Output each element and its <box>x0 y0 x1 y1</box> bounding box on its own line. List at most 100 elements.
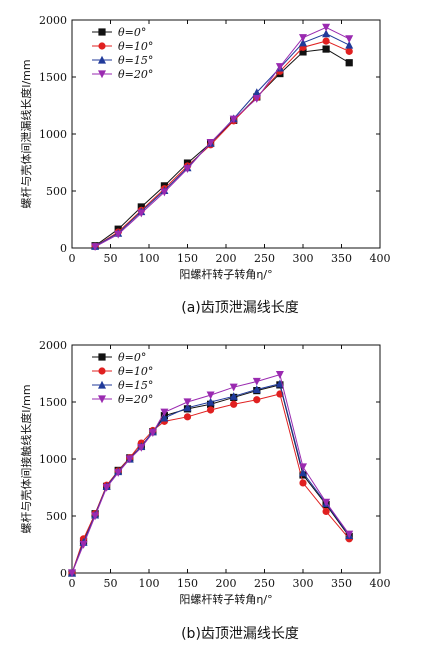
chart-b-caption: (b)齿顶泄漏线长度 <box>181 626 299 642</box>
chart-a-series-line-3 <box>94 26 350 248</box>
chart-a-series-3-point <box>322 23 331 32</box>
chart-b-legend-label-1: θ=10° <box>118 365 153 378</box>
chart-b-series-3-point <box>79 540 88 549</box>
chart-b-x-tick-label: 50 <box>104 577 118 590</box>
chart-b-series-1-point <box>183 413 192 421</box>
chart-b-legend-marker-3 <box>98 395 106 404</box>
chart-a-series-2-point <box>322 29 331 38</box>
chart-a-series-0-point <box>345 59 353 67</box>
chart-b-series-3-point <box>183 398 192 407</box>
chart-b-legend-marker-0 <box>98 353 106 361</box>
chart-a-legend-label-1: θ=10° <box>118 40 153 53</box>
chart-a-series-3-point <box>345 35 354 44</box>
chart-b-series-1-point <box>207 406 215 414</box>
chart-a-y-tick-label: 0 <box>60 242 67 255</box>
chart-b-series-3-point <box>137 444 146 452</box>
chart-a-series-2-point <box>252 88 261 96</box>
chart-b-x-axis-label: 阳螺杆转子转角η/° <box>179 592 272 606</box>
chart-b-y-tick-label: 500 <box>46 510 67 523</box>
chart-a-series-3-point <box>229 115 238 124</box>
chart-a-x-axis-label: 阳螺杆转子转角η/° <box>179 267 272 281</box>
chart-a-series-3-point <box>299 34 307 42</box>
chart-a-legend-marker-1 <box>98 42 106 50</box>
chart-b-legend-marker-2 <box>98 380 106 389</box>
chart-a-series-3-point <box>137 209 146 218</box>
chart-b-series-3-point <box>91 512 100 521</box>
chart-a: (a)齿顶泄漏线长度 0 50 100 150 200 250 300 350 400 0 500 1… <box>19 14 391 316</box>
chart-a-x-tick-label: 400 <box>370 252 391 265</box>
chart-a-legend-marker-0 <box>98 28 106 36</box>
chart-a-legend-label-0: θ=0° <box>118 26 146 39</box>
chart-a-series-0-point <box>322 45 330 53</box>
chart-a-series-2-point <box>299 38 307 47</box>
chart-b-series-2-point <box>160 413 169 422</box>
chart-a-legend-label-2: θ=15° <box>118 54 153 67</box>
chart-a-x-tick-label: 200 <box>216 252 237 265</box>
chart-a-series-0-point <box>299 48 307 56</box>
chart-b-series-2-point <box>206 397 215 406</box>
chart-b: (b)齿顶泄漏线长度 0 50 100 150 200 250 300 350 400 0 500 1… <box>19 339 391 642</box>
chart-b-series-3-point <box>229 383 238 392</box>
chart-b-series-3-point <box>275 371 284 379</box>
chart-b-series-3-point <box>102 483 111 492</box>
chart-b-series-1-point <box>253 396 261 404</box>
chart-b-x-tick-label: 350 <box>331 577 352 590</box>
chart-b-series-2-point <box>299 468 307 477</box>
chart-b-x-tick-label: 100 <box>139 577 160 590</box>
chart-b-y-tick-label: 0 <box>60 567 67 580</box>
chart-a-y-tick-label: 1000 <box>39 128 67 141</box>
chart-b-series-2-point <box>275 379 284 388</box>
chart-b-series-1-point <box>299 479 307 487</box>
chart-b-x-tick-label: 0 <box>69 577 76 590</box>
chart-b-series-3-point <box>252 377 261 386</box>
chart-a-series-3-point <box>252 95 261 103</box>
chart-b-x-tick-label: 150 <box>177 577 198 590</box>
chart-a-y-tick-label: 500 <box>46 185 67 198</box>
chart-b-series-3-point <box>322 498 331 507</box>
chart-b-series-2-point <box>252 385 261 394</box>
chart-b-x-tick-label: 250 <box>254 577 275 590</box>
chart-b-series-2-point <box>229 392 238 400</box>
chart-a-series-3-point <box>160 188 169 197</box>
chart-a-legend-marker-3 <box>98 70 106 79</box>
chart-b-series-3-point <box>206 391 215 400</box>
chart-a-caption: (a)齿顶泄漏线长度 <box>181 300 299 316</box>
chart-a-x-tick-label: 100 <box>139 252 160 265</box>
chart-a-series-3-point <box>183 165 192 173</box>
chart-b-x-tick-label: 200 <box>216 577 237 590</box>
chart-a-x-tick-label: 300 <box>293 252 314 265</box>
chart-b-y-tick-label: 2000 <box>39 339 67 352</box>
chart-b-y-tick-label: 1000 <box>39 453 67 466</box>
chart-b-y-tick-label: 1500 <box>39 396 67 409</box>
chart-b-x-tick-label: 300 <box>293 577 314 590</box>
chart-a-x-tick-label: 150 <box>177 252 198 265</box>
chart-a-y-tick-label: 1500 <box>39 71 67 84</box>
chart-a-series-2-point <box>345 40 354 49</box>
chart-b-series-3-point <box>125 455 134 464</box>
chart-a-series-1-point <box>345 47 353 55</box>
chart-b-series-3-point <box>68 569 76 578</box>
chart-b-series-3-point <box>114 469 123 477</box>
chart-b-series-3-point <box>160 408 169 417</box>
chart-a-series-3-point <box>275 63 284 71</box>
chart-a-series-1-point <box>322 37 330 45</box>
chart-a-legend-label-3: θ=20° <box>118 68 153 81</box>
chart-b-series-3-point <box>148 429 157 437</box>
chart-a-series-3-point <box>91 243 100 252</box>
chart-a-series-3-point <box>206 138 215 147</box>
chart-a-y-axis-label: 螺杆与壳体间泄漏线长度l/mm <box>19 59 33 208</box>
chart-b-series-1-point <box>322 507 330 516</box>
chart-b-legend-label-2: θ=15° <box>118 379 153 392</box>
chart-b-legend-label-0: θ=0° <box>118 351 146 364</box>
chart-b-series-2-point <box>183 403 192 412</box>
chart-a-y-tick-label: 2000 <box>39 14 67 27</box>
chart-b-series-3-point <box>345 530 354 539</box>
chart-b-x-tick-label: 400 <box>370 577 391 590</box>
chart-b-series-1-point <box>230 400 238 408</box>
chart-a-legend-marker-2 <box>98 55 106 64</box>
chart-b-legend-label-3: θ=20° <box>118 393 153 406</box>
chart-a-x-tick-label: 50 <box>104 252 118 265</box>
chart-b-y-axis-label: 螺杆与壳体间接触线长度l/mm <box>19 384 33 533</box>
chart-b-series-3-point <box>299 463 307 472</box>
